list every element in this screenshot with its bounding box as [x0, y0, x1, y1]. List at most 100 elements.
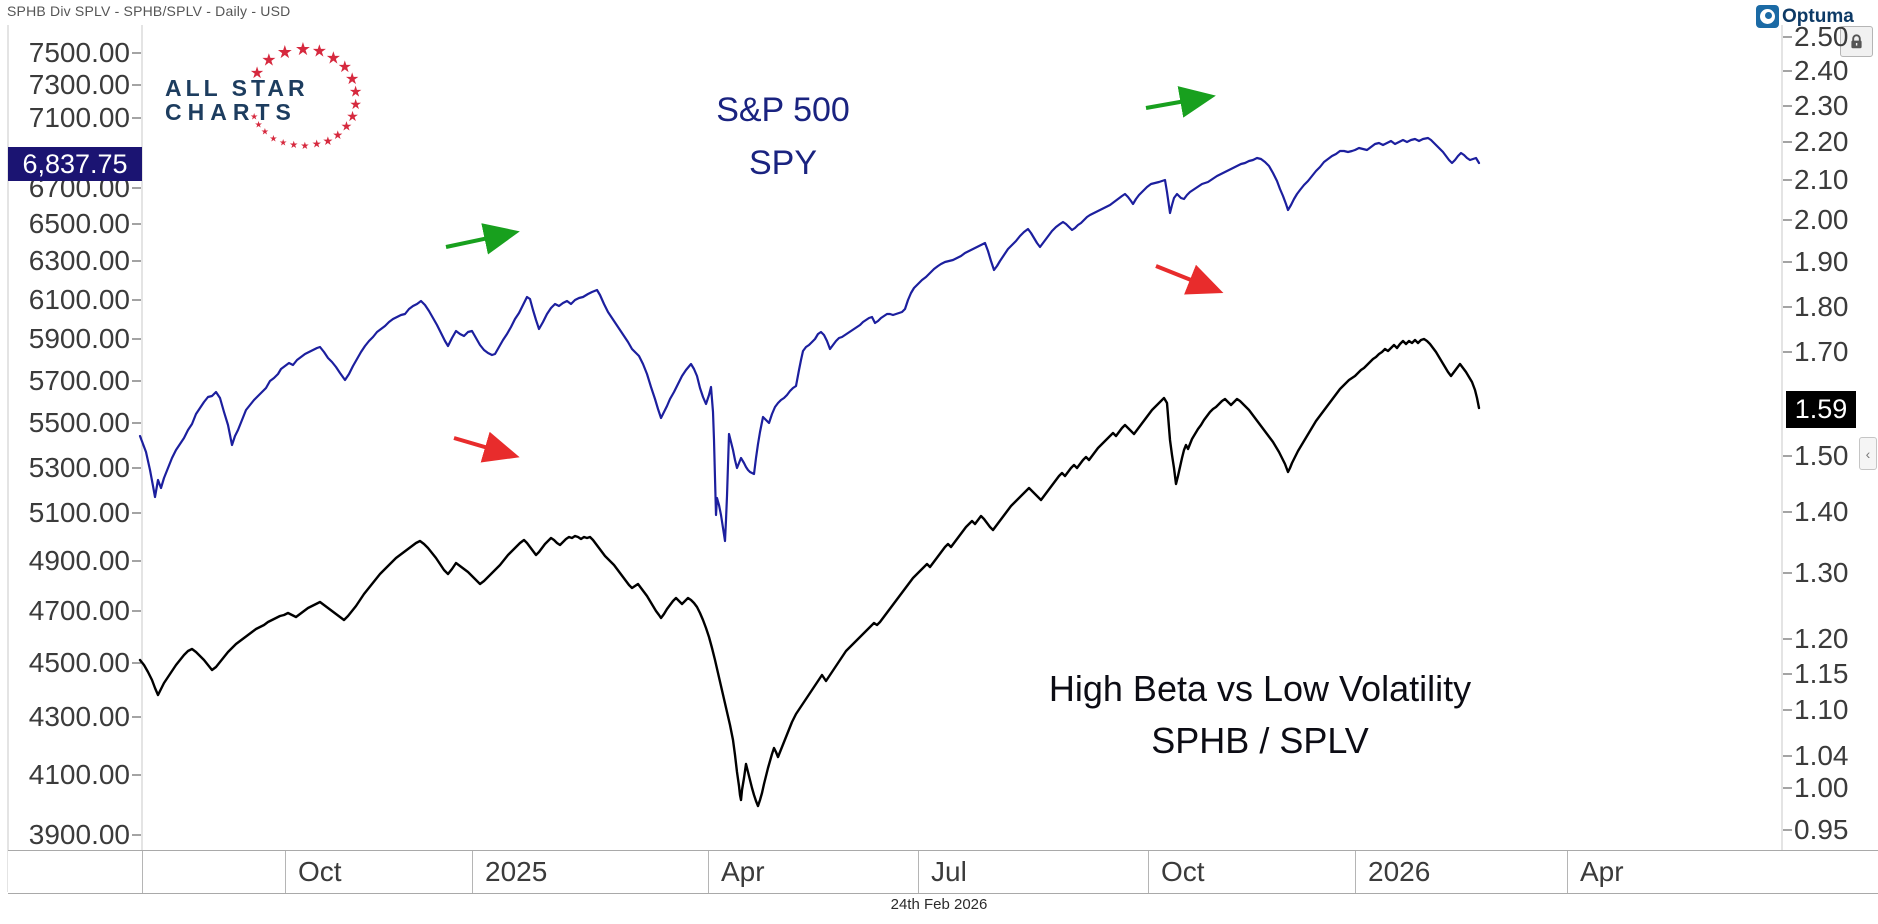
panel-collapse-button[interactable]: ‹ [1859, 437, 1877, 470]
ratio-last-price-badge: 1.59 [1786, 391, 1856, 428]
star-icon: ★ [269, 133, 278, 144]
left-axis-tick: 4500.00 [28, 647, 130, 678]
star-icon: ★ [289, 140, 299, 152]
spy-uptrend-arrow-2[interactable] [1145, 86, 1216, 118]
time-axis-label: Apr [1580, 856, 1624, 887]
left-axis-tick: 5300.00 [28, 452, 130, 483]
left-axis-tick: 6300.00 [28, 245, 130, 276]
time-axis-divider [918, 851, 919, 893]
left-axis-tick: 5700.00 [28, 365, 130, 396]
right-axis-tick: 1.04 [1794, 740, 1849, 771]
star-icon: ★ [261, 50, 277, 70]
right-axis-tick: 2.40 [1794, 55, 1849, 86]
axis-tick-marks [132, 36, 1792, 836]
spy-annotation: S&P 500 SPY [643, 84, 923, 189]
optuma-logo-text: Optuma [1782, 5, 1854, 27]
ratio-annotation-line1: High Beta vs Low Volatility [1048, 668, 1472, 709]
allstar-charts-logo: ★ ★ ★ ★ ★ ★ ★ ★ ★ ★ ★ ★ ★ ★ ★ ★ ★ ★ ★ ★ ★ ★ ALL STAR CHARTS [160, 36, 400, 166]
star-icon: ★ [332, 127, 344, 142]
ratio-downtrend-arrow-1[interactable] [453, 431, 520, 463]
left-axis-tick: 4100.00 [28, 759, 130, 790]
time-axis-label: 2026 [1368, 856, 1431, 887]
right-axis-tick: 0.95 [1794, 814, 1849, 845]
time-axis-label: 2025 [485, 856, 548, 887]
left-axis-tick: 6100.00 [28, 284, 130, 315]
optuma-logo: Optuma [1756, 5, 1854, 28]
right-axis-tick: 1.50 [1794, 440, 1849, 471]
left-axis-tick: 5500.00 [28, 407, 130, 438]
left-axis-tick: 4700.00 [28, 595, 130, 626]
spy-annotation-line2: SPY [748, 143, 818, 182]
spy-annotation-line1: S&P 500 [716, 91, 850, 129]
left-axis-tick: 5900.00 [28, 323, 130, 354]
star-icon: ★ [349, 95, 362, 112]
left-axis-tick: 5100.00 [28, 497, 130, 528]
chart-title: SPHB Div SPLV - SPHB/SPLV - Daily - USD [7, 3, 291, 19]
right-axis-tick: 2.10 [1794, 164, 1849, 195]
right-axis-tick: 1.20 [1794, 623, 1849, 654]
axis-lock-button[interactable] [1840, 26, 1873, 57]
price-lines [138, 136, 1481, 808]
chart-date-label: 24th Feb 2026 [890, 896, 988, 913]
star-icon: ★ [311, 41, 327, 61]
time-axis-label: Jul [931, 856, 967, 887]
time-axis-label: Oct [1161, 856, 1205, 887]
star-icon: ★ [344, 70, 360, 88]
right-axis-tick: 1.90 [1794, 246, 1849, 277]
time-axis-label: Apr [721, 856, 765, 887]
sphb-splv-ratio-line [138, 337, 1481, 808]
right-axis-tick: 2.20 [1794, 126, 1849, 157]
ratio-downtrend-arrow-2[interactable] [1155, 264, 1224, 295]
star-icon: ★ [260, 126, 269, 137]
right-axis-tick: 2.00 [1794, 204, 1849, 235]
time-axis-divider [1355, 851, 1356, 893]
star-icon: ★ [311, 138, 322, 151]
star-icon: ★ [322, 134, 334, 149]
star-icon: ★ [346, 107, 359, 124]
left-price-axis[interactable]: 7500.00 7300.00 7100.00 6700.00 6500.00 6300.… [8, 25, 142, 850]
right-axis-tick: 1.80 [1794, 291, 1849, 322]
time-axis-divider [285, 851, 286, 893]
star-icon: ★ [294, 39, 312, 59]
star-icon: ★ [279, 137, 288, 148]
spy-uptrend-arrow-1[interactable] [445, 223, 520, 255]
ratio-annotation: High Beta vs Low Volatility SPHB / SPLV [1010, 663, 1510, 767]
spy-last-price-badge: 6,837.75 [8, 147, 142, 181]
left-axis-tick: 7100.00 [28, 102, 130, 133]
time-axis-divider [472, 851, 473, 893]
ratio-annotation-line2: SPHB / SPLV [1151, 720, 1369, 762]
time-axis-divider [1567, 851, 1568, 893]
time-axis-label: Oct [298, 856, 342, 887]
optuma-logo-icon [1756, 5, 1779, 28]
left-axis-tick: 4900.00 [28, 545, 130, 576]
right-axis-tick: 2.30 [1794, 90, 1849, 121]
right-axis-tick: 1.30 [1794, 557, 1849, 588]
trend-arrows [445, 86, 1224, 463]
star-icon: ★ [348, 83, 363, 101]
right-axis-tick: 1.70 [1794, 336, 1849, 367]
right-axis-tick: 1.15 [1794, 658, 1849, 689]
right-price-axis[interactable]: 2.50 2.40 2.30 2.20 2.10 2.00 1.90 1.80 1.70 1.50… [1792, 21, 1878, 850]
time-axis[interactable]: Oct 2025 Apr Jul Oct 2026 Apr [8, 850, 1878, 894]
right-axis-tick: 1.00 [1794, 772, 1849, 803]
star-icon: ★ [250, 111, 259, 122]
star-icon: ★ [254, 119, 263, 130]
left-axis-tick: 3900.00 [28, 819, 130, 850]
spy-price-line [138, 136, 1481, 543]
left-axis-tick: 7500.00 [28, 37, 130, 68]
star-icon: ★ [340, 118, 353, 134]
left-axis-tick: 6500.00 [28, 208, 130, 239]
star-icon: ★ [249, 64, 265, 82]
right-axis-tick: 1.10 [1794, 694, 1849, 725]
star-icon: ★ [337, 58, 352, 76]
time-axis-divider [1148, 851, 1149, 893]
star-icon: ★ [325, 48, 342, 68]
padlock-icon [1851, 34, 1862, 49]
star-icon: ★ [276, 41, 293, 62]
left-axis-tick: 7300.00 [28, 69, 130, 100]
right-axis-tick: 1.40 [1794, 496, 1849, 527]
time-axis-divider [142, 851, 143, 893]
allstar-logo-text: ALL STAR CHARTS [165, 75, 309, 126]
